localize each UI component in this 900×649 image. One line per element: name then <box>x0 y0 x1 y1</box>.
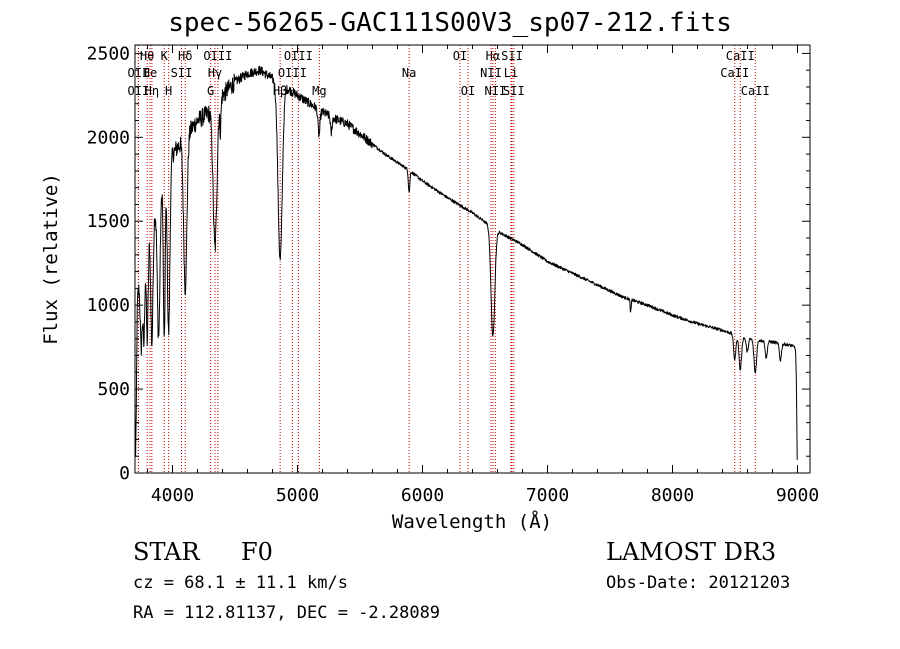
y-tick-label: 2500 <box>87 43 130 64</box>
line-marker-label: OIII <box>284 49 313 63</box>
line-marker-label: Hη <box>145 84 159 98</box>
line-marker-label: Hβ <box>273 84 287 98</box>
line-marker-label: OI <box>453 49 467 63</box>
y-axis-label: Flux (relative) <box>40 173 62 345</box>
plot-frame <box>134 44 811 474</box>
coordinates: RA = 112.81137, DEC = -2.28089 <box>133 603 441 623</box>
x-axis-label: Wavelength (Å) <box>392 510 552 533</box>
y-tick-label: 500 <box>97 379 130 400</box>
survey-name: LAMOST DR3 <box>606 538 777 566</box>
object-class: STAR <box>133 538 200 566</box>
line-marker-label: CaII <box>741 84 770 98</box>
x-tick-label: 9000 <box>776 485 819 506</box>
line-marker-label: OIII <box>203 49 232 63</box>
x-tick-label: 8000 <box>651 485 694 506</box>
line-marker-label: SII <box>503 84 525 98</box>
y-tick-label: 1500 <box>87 211 130 232</box>
x-tick-label: 6000 <box>401 485 444 506</box>
line-marker-label: Hθ <box>140 49 154 63</box>
line-marker-label: CaII <box>726 49 755 63</box>
x-axis-ticks: 4000 5000 6000 7000 8000 9000 <box>147 45 819 506</box>
line-marker-label: He <box>143 66 157 80</box>
y-tick-label: 1000 <box>87 295 130 316</box>
line-marker-label: Mg <box>312 84 326 98</box>
line-marker-label: SII <box>501 49 523 63</box>
y-axis-ticks: 0 500 1000 1500 2000 2500 <box>87 43 810 484</box>
line-marker-label: SII <box>171 66 193 80</box>
line-marker-label: Hα <box>486 49 500 63</box>
line-marker-label: NII <box>480 66 502 80</box>
line-marker-label: OIII <box>278 66 307 80</box>
line-marker-label: Hδ <box>178 49 192 63</box>
line-marker-label: OI <box>461 84 475 98</box>
x-tick-label: 7000 <box>526 485 569 506</box>
line-marker-label: Na <box>402 66 416 80</box>
redshift-velocity: cz = 68.1 ± 11.1 km/s <box>133 573 348 593</box>
line-marker-label: Li <box>504 66 518 80</box>
x-tick-label: 4000 <box>151 485 194 506</box>
y-tick-label: 0 <box>119 463 130 484</box>
x-tick-label: 5000 <box>276 485 319 506</box>
line-marker-label: K <box>161 49 169 63</box>
subclass: F0 <box>241 538 273 566</box>
observation-date: Obs-Date: 20121203 <box>606 573 791 593</box>
y-tick-label: 2000 <box>87 127 130 148</box>
line-marker-label: CaII <box>720 66 749 80</box>
spectrum-line <box>134 65 798 461</box>
line-marker-label: H <box>165 84 172 98</box>
line-marker-label: Hγ <box>208 66 222 80</box>
chart-title: spec-56265-GAC111S00V3_sp07-212.fits <box>168 8 732 38</box>
line-marker-label: OII <box>128 84 150 98</box>
line-marker-label: NII <box>485 84 507 98</box>
line-marker-label: G <box>207 84 214 98</box>
